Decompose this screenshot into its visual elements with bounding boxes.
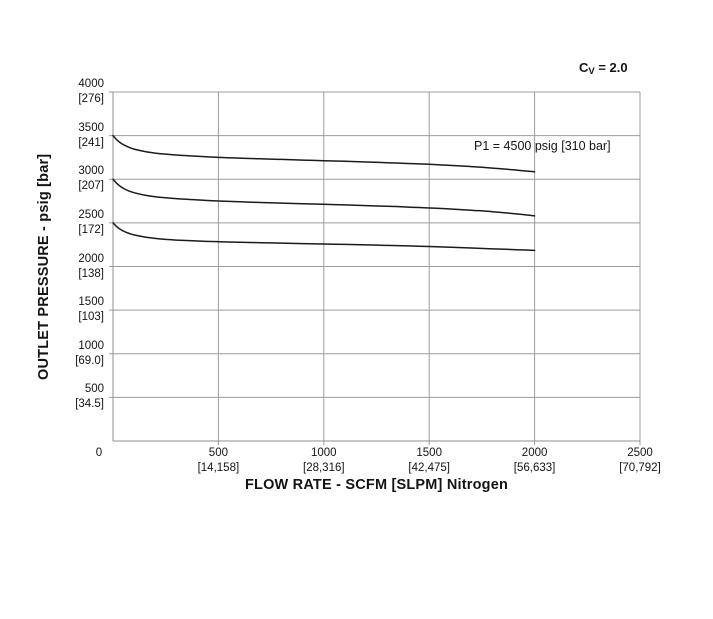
y-tick-label: 3000 [207] (78, 165, 104, 193)
cv-prefix: C (579, 60, 589, 75)
y-tick-label: 1500 [103] (78, 296, 104, 324)
y-axis-title: OUTLET PRESSURE - psig [bar] (36, 153, 52, 380)
cv-subscript: V (588, 66, 595, 77)
x-tick-label: 1000 [28,316] (303, 447, 345, 474)
x-tick-label: 0 (95, 447, 103, 459)
flow-curve-3000 (112, 178, 536, 217)
x-tick-label: 2500 [70,792] (619, 447, 661, 474)
flow-curve-3500 (112, 134, 536, 173)
inlet-pressure-annotation: P1 = 4500 psig [310 bar] (474, 139, 611, 153)
cv-suffix: = 2.0 (594, 60, 628, 75)
cv-rating-label: CV = 2.0 (579, 60, 628, 77)
x-tick-label: 1500 [42,475] (408, 447, 450, 474)
y-tick-label: 2000 [138] (78, 252, 104, 280)
x-axis-title: FLOW RATE - SCFM [SLPM] Nitrogen (244, 477, 509, 493)
x-tick-label: 500 [14,158] (197, 447, 240, 474)
y-tick-label: 2500 [172] (78, 208, 104, 236)
flow-curve-2500 (112, 222, 536, 252)
y-tick-label: 1000 [69.0] (75, 339, 104, 367)
y-tick-label: 500 [34.5] (75, 383, 104, 411)
y-tick-label: 4000 [276] (78, 78, 104, 105)
x-tick-label: 2000 [56,633] (513, 447, 556, 474)
y-tick-label: 3500 [241] (78, 121, 104, 149)
